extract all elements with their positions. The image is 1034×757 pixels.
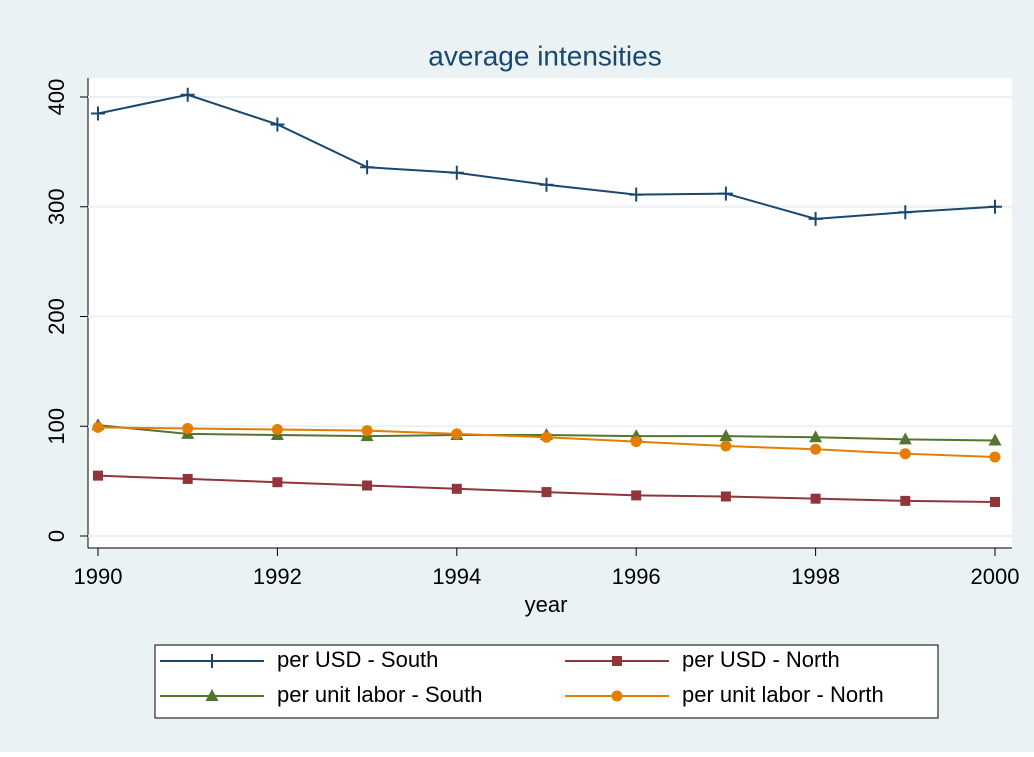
marker [810,493,821,504]
plot-area [88,78,1012,548]
marker [898,205,913,220]
marker [629,187,644,202]
marker [720,491,731,502]
marker [362,480,373,491]
x-tick-label: 1996 [612,564,661,589]
y-tick-label: 200 [44,298,69,335]
marker [990,496,1000,507]
legend-label: per unit labor - South [277,682,482,707]
marker [180,87,195,102]
marker [988,199,1002,214]
legend [154,644,939,719]
marker [451,428,463,440]
marker [718,186,733,201]
legend-label: per USD - North [682,647,840,672]
marker [900,495,911,506]
x-tick-label: 1994 [432,564,481,589]
x-tick-label: 1992 [253,564,302,589]
marker [541,487,552,498]
y-tick-label: 0 [44,530,69,542]
y-tick-label: 300 [44,188,69,225]
marker [719,429,733,442]
legend-label: per USD - South [277,647,438,672]
marker [449,165,464,180]
marker [360,160,375,175]
legend-marker [205,689,219,701]
marker [272,477,283,488]
marker [810,443,822,455]
marker [898,432,912,445]
marker [271,424,283,436]
legend-marker [612,656,622,666]
marker [808,211,823,226]
marker [93,470,103,481]
y-tick-label: 400 [44,79,69,116]
marker [630,436,642,448]
x-tick-label: 1998 [791,564,840,589]
marker [182,473,193,484]
marker [541,431,552,443]
marker [91,106,105,121]
legend-label: per unit labor - North [682,682,884,707]
marker [270,117,285,132]
marker [539,177,554,192]
chart-title: average intensities [428,40,661,71]
x-tick-label: 2000 [971,564,1020,589]
marker [720,440,732,452]
marker [899,448,911,460]
marker [988,433,1002,446]
legend-marker [205,654,219,668]
marker [451,483,462,494]
marker [809,430,823,443]
x-tick-label: 1990 [74,564,123,589]
marker [631,490,642,501]
marker [361,425,373,437]
x-axis-label: year [525,592,568,617]
marker [989,451,1001,463]
marker [92,421,104,433]
marker [182,422,194,434]
y-tick-label: 100 [44,408,69,445]
legend-marker [611,690,623,702]
